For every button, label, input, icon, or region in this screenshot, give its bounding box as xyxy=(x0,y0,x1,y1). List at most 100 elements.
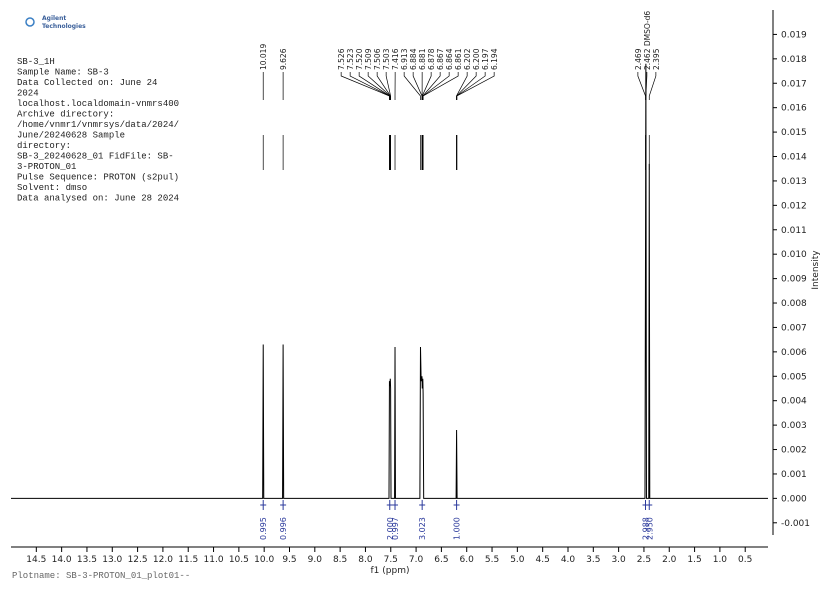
integral-label: 0.997 xyxy=(391,517,400,540)
peak-label: 7.503 xyxy=(382,48,391,70)
peak-label: 6.861 xyxy=(454,48,463,70)
y-tick-label: 0.003 xyxy=(781,421,807,431)
note-line: directory: xyxy=(17,141,71,151)
x-tick-label: 11.5 xyxy=(178,555,198,565)
y-tick-label: 0.005 xyxy=(781,372,807,382)
peak-leader xyxy=(649,72,656,100)
y-tick-label: 0.017 xyxy=(781,79,807,89)
y-tick-label: 0.013 xyxy=(781,177,807,187)
note-line: Archive directory: xyxy=(17,110,114,120)
y-tick-label: 0.007 xyxy=(781,323,807,333)
logo: Agilent Technologies xyxy=(26,15,86,30)
peak-label: 6.200 xyxy=(472,48,481,70)
peak-label: 7.523 xyxy=(346,48,355,70)
x-tick-label: 14.0 xyxy=(52,555,72,565)
peak-label: 6.881 xyxy=(418,48,427,70)
integral-label: 0.995 xyxy=(259,517,268,540)
y-tick-label: 0.006 xyxy=(781,348,807,358)
peak-label: 9.626 xyxy=(279,48,288,70)
y-tick-label: 0.014 xyxy=(781,153,807,163)
peak-label: 2.395 xyxy=(652,48,661,70)
peak-label: 10.019 xyxy=(259,44,268,70)
x-tick-label: 14.5 xyxy=(26,555,46,565)
y-tick-label: 0.015 xyxy=(781,128,807,138)
peak-label: 6.202 xyxy=(463,48,472,70)
y-tick-label: 0.004 xyxy=(781,397,807,407)
x-tick-label: 3.5 xyxy=(586,555,600,565)
y-tick-label: 0.010 xyxy=(781,250,807,260)
note-line: Solvent: dmso xyxy=(17,183,87,193)
x-tick-label: 13.0 xyxy=(102,555,122,565)
peak-label: 6.913 xyxy=(400,48,409,70)
x-tick-label: 12.0 xyxy=(153,555,173,565)
peak-leader xyxy=(457,72,485,100)
peak-label: 2.462 DMSO-d6 xyxy=(643,11,652,70)
x-tick-label: 7.0 xyxy=(409,555,424,565)
x-tick-label: 5.5 xyxy=(485,555,499,565)
y-tick-label: 0.009 xyxy=(781,275,807,285)
y-tick-label: 0.018 xyxy=(781,55,807,65)
peak-label: 7.509 xyxy=(364,48,373,70)
x-tick-label: 4.5 xyxy=(536,555,550,565)
y-tick-label: 0.019 xyxy=(781,30,807,40)
y-tick-label: 0.011 xyxy=(781,226,807,236)
peak-label: 6.864 xyxy=(445,48,454,70)
note-line: localhost.localdomain-vnmrs400 xyxy=(17,99,179,109)
y-tick-label: 0.000 xyxy=(781,494,807,504)
peak-leader xyxy=(368,72,390,100)
peak-leader xyxy=(638,72,646,100)
x-tick-label: 6.0 xyxy=(460,555,475,565)
peak-label: 7.416 xyxy=(391,48,400,70)
x-tick-label: 10.0 xyxy=(254,555,274,565)
note-line: Pulse Sequence: PROTON (s2pul) xyxy=(17,173,179,183)
y-tick-label: 0.008 xyxy=(781,299,807,309)
x-tick-label: 2.5 xyxy=(637,555,651,565)
footer: Plotname: SB-3-PROTON_01_plot01-- xyxy=(12,571,190,581)
x-tick-label: 2.0 xyxy=(662,555,677,565)
peak-label: 6.197 xyxy=(481,48,490,70)
peak-label: 2.469 xyxy=(634,48,643,70)
y-tick-label: 0.001 xyxy=(781,470,807,480)
x-tick-label: 8.0 xyxy=(358,555,373,565)
peak-label: 7.520 xyxy=(355,48,364,70)
integral-label: 1.000 xyxy=(453,517,462,540)
note-line: 3-PROTON_01 xyxy=(17,162,76,172)
logo-text: Agilent xyxy=(42,15,66,22)
x-tick-label: 3.0 xyxy=(611,555,626,565)
x-tick-label: 4.0 xyxy=(561,555,576,565)
peak-leader xyxy=(341,72,389,100)
peak-label: 7.526 xyxy=(337,48,346,70)
y-tick-label: -0.001 xyxy=(781,519,810,529)
peak-label: 6.867 xyxy=(436,48,445,70)
x-tick-label: 0.5 xyxy=(738,555,752,565)
peak-label: 6.878 xyxy=(427,48,436,70)
peak-label: 6.884 xyxy=(409,48,418,70)
note-line: Sample Name: SB-3 xyxy=(17,68,109,78)
integral-label: 3.023 xyxy=(418,517,427,540)
logo-text: Technologies xyxy=(42,23,86,30)
x-tick-label: 5.0 xyxy=(510,555,525,565)
x-tick-label: 8.5 xyxy=(333,555,347,565)
x-tick-label: 12.5 xyxy=(128,555,148,565)
note-line: /home/vnmr1/vnmrsys/data/2024/ xyxy=(17,120,179,130)
note-line: June/20240628 Sample xyxy=(17,131,125,141)
x-tick-label: 6.5 xyxy=(434,555,448,565)
note-line: Data Collected on: June 24 xyxy=(17,78,157,88)
y-tick-label: 0.002 xyxy=(781,446,807,456)
x-tick-label: 11.0 xyxy=(204,555,224,565)
x-axis-label: f1 (ppm) xyxy=(371,566,410,576)
integral-label: 0.996 xyxy=(279,517,288,540)
x-tick-label: 1.5 xyxy=(687,555,701,565)
note-line: SB-3_20240628_01 FidFile: SB- xyxy=(17,152,174,162)
logo-icon xyxy=(26,18,34,26)
x-tick-label: 10.5 xyxy=(229,555,249,565)
note-line: 2024 xyxy=(17,89,39,99)
x-tick-label: 9.0 xyxy=(308,555,323,565)
y-tick-label: 0.012 xyxy=(781,201,807,211)
peak-label: 6.194 xyxy=(490,48,499,70)
x-tick-label: 7.5 xyxy=(384,555,398,565)
peak-leader xyxy=(423,72,440,100)
peak-leader xyxy=(359,72,390,100)
note-line: Data analysed on: June 28 2024 xyxy=(17,194,179,204)
